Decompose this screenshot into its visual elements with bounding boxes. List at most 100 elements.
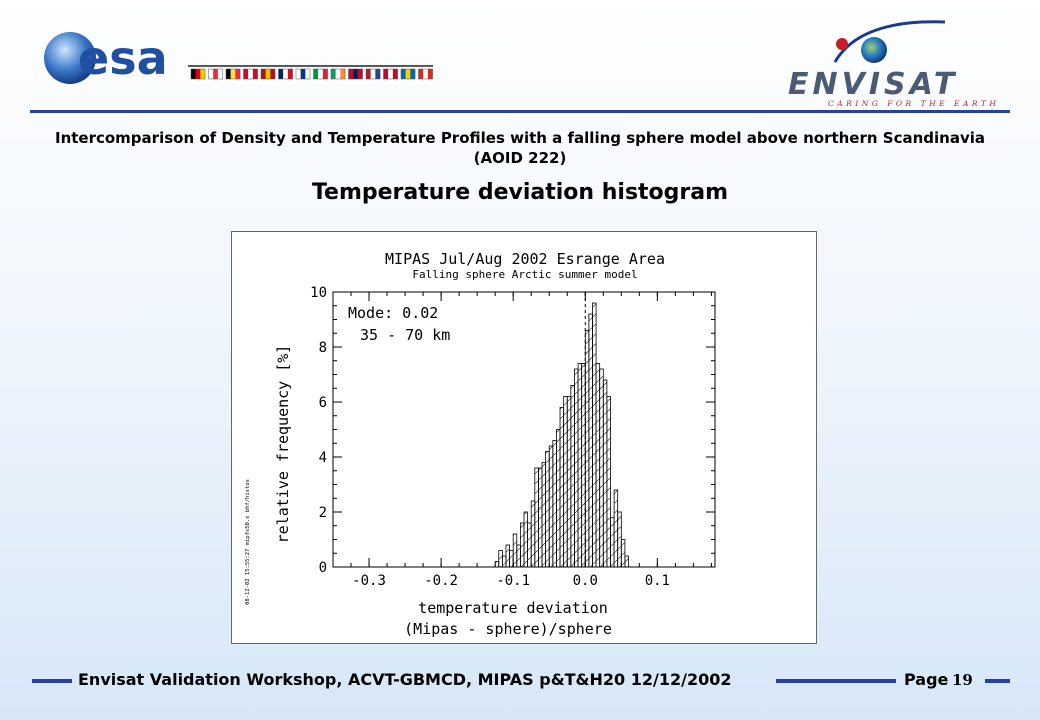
footer-rule-right: [985, 679, 1010, 683]
x-tick-label: -0.3: [352, 573, 386, 589]
flag: [295, 68, 311, 80]
mode-annotation: Mode: 0.02: [348, 304, 438, 322]
flag-stripe: [410, 69, 416, 79]
flag-stripe: [252, 69, 258, 79]
flag-stripe: [348, 69, 354, 79]
flag: [365, 68, 381, 80]
histogram-bar: [581, 363, 586, 568]
envisat-logo: ENVISAT CARING FOR THE EARTH: [788, 20, 999, 108]
histogram-bar: [512, 533, 518, 568]
flag-stripe: [226, 69, 231, 79]
flag-stripe: [318, 69, 324, 79]
y-tick-label: 0: [319, 560, 327, 576]
histogram-svg: MIPAS Jul/Aug 2002 Esrange Area Falling …: [245, 250, 716, 638]
flag-stripe: [375, 69, 381, 79]
flag-stripe: [392, 69, 398, 79]
y-tick-label: 8: [319, 340, 327, 356]
histogram-bar: [592, 302, 597, 568]
flag: [400, 68, 416, 80]
y-tick-label: 2: [319, 505, 327, 521]
y-tick-label: 6: [319, 395, 327, 411]
flag: [418, 68, 433, 80]
histogram-bar: [624, 555, 629, 568]
histogram-bar: [509, 550, 514, 568]
page-number: 19: [952, 671, 973, 689]
envisat-tagline: CARING FOR THE EARTH: [828, 99, 999, 108]
histogram-bar: [545, 451, 550, 568]
flag-stripe: [353, 69, 359, 79]
footer-text: Envisat Validation Workshop, ACVT-GBMCD,…: [78, 670, 732, 689]
flag-stripe: [388, 69, 394, 79]
flag: [348, 68, 363, 80]
histogram-bar: [574, 368, 579, 568]
flag-stripe: [427, 69, 433, 79]
header-rule: [30, 110, 1010, 113]
histogram-bar: [505, 544, 510, 568]
histogram-bar: [606, 396, 611, 568]
footer-rule-left: [32, 679, 72, 683]
histogram-bar: [498, 550, 503, 568]
histogram-bar: [541, 462, 547, 568]
y-axis-label: relative frequency [%]: [274, 345, 292, 544]
flag-stripe: [335, 69, 341, 79]
footer-rule-mid: [776, 679, 896, 683]
flag-stripe: [401, 69, 406, 79]
plot-side-note: 08-12-02 15:55:27 mipfs50.x bhf/histos: [245, 479, 251, 605]
flag: [278, 68, 293, 80]
flag: [313, 68, 328, 80]
histogram-bar: [613, 489, 619, 568]
flag-stripe: [261, 69, 266, 79]
flag-stripe: [405, 69, 411, 79]
histogram-bar: [534, 467, 539, 568]
flag-stripe: [418, 69, 424, 79]
flag-stripe: [370, 69, 376, 79]
histogram-chart: MIPAS Jul/Aug 2002 Esrange Area Falling …: [231, 231, 817, 644]
histogram-bar: [494, 561, 500, 568]
histogram-bar: [584, 330, 590, 568]
page-label: Page: [904, 670, 949, 689]
histogram-bar: [527, 522, 532, 568]
histogram-bar: [530, 500, 536, 568]
flag-stripe: [265, 69, 271, 79]
flag-stripe: [191, 69, 196, 79]
flag-stripe: [313, 69, 319, 79]
histogram-bar: [570, 385, 575, 568]
flag-stripe: [296, 69, 301, 79]
histogram-bar: [602, 379, 608, 568]
flag-stripe: [217, 69, 223, 79]
flag-stripe: [322, 69, 328, 79]
flag-stripe: [340, 69, 346, 79]
histogram-bar: [588, 313, 593, 568]
histogram-bar: [566, 396, 572, 568]
flag-stripe: [213, 69, 219, 79]
slide-subtitle: Temperature deviation histogram: [311, 180, 729, 205]
histogram-bar: [501, 555, 507, 568]
slide-title: Intercomparison of Density and Temperatu…: [54, 129, 985, 167]
x-axis-label-formula: (Mipas - sphere)/sphere: [404, 620, 612, 638]
flag-stripe: [195, 69, 201, 79]
histogram-bar: [610, 517, 615, 568]
flag-stripe: [208, 69, 214, 79]
flag-stripe: [305, 69, 311, 79]
flag: [190, 68, 206, 80]
flag: [243, 68, 258, 80]
flag-stripe: [366, 69, 371, 79]
flag-stripe: [248, 69, 254, 79]
flag-stripe: [283, 69, 289, 79]
esa-logo: esa: [44, 31, 433, 85]
histogram-bar: [577, 363, 583, 568]
histogram-bar: [523, 511, 529, 568]
flag: [225, 68, 241, 80]
flag-stripe: [287, 69, 293, 79]
flag-stripe: [383, 69, 389, 79]
flag-stripe: [357, 69, 363, 79]
histogram-bar: [548, 445, 554, 568]
x-tick-label: 0.0: [573, 573, 598, 589]
flag-stripe: [200, 69, 206, 79]
histogram-bar: [556, 429, 561, 568]
esa-logo-text: esa: [78, 31, 168, 85]
histogram-bar: [617, 511, 622, 568]
y-tick-label: 4: [319, 450, 327, 466]
histogram-bar: [519, 522, 525, 568]
flag-stripe: [278, 69, 284, 79]
